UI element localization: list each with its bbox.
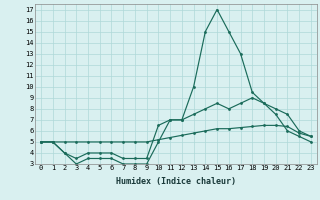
X-axis label: Humidex (Indice chaleur): Humidex (Indice chaleur) [116, 177, 236, 186]
